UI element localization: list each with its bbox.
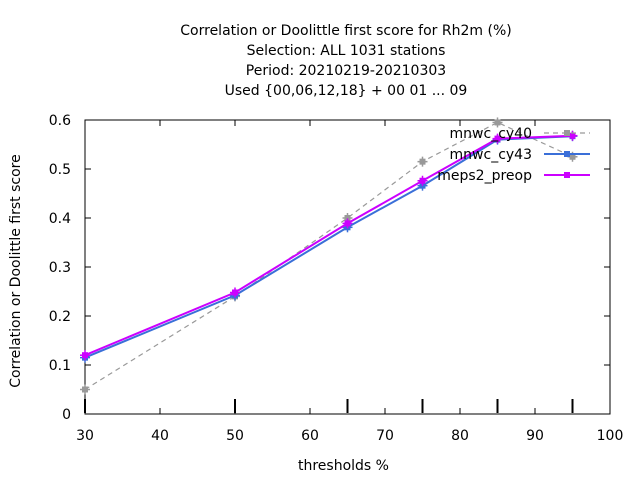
y-tick-label: 0 [62,407,71,423]
x-tick-label: 30 [76,428,94,444]
plot-frame [84,119,611,415]
y-tick-label: 0.6 [49,113,71,129]
legend-label: mnwc_cy43 [450,147,532,163]
x-tick-label: 80 [451,428,469,444]
title-line: Period: 20210219-20210303 [246,63,446,79]
title-line: Selection: ALL 1031 stations [247,43,446,59]
y-tick-label: 0.1 [49,358,71,374]
chart-title: Correlation or Doolittle first score for… [180,23,511,99]
x-tick-label: 60 [301,428,319,444]
x-tick-label: 90 [526,428,544,444]
y-tick-label: 0.2 [49,309,71,325]
legend-label: mnwc_cy40 [450,126,532,142]
x-axis-label: thresholds % [298,458,389,474]
threshold-markers [84,399,574,413]
legend-marker [564,130,570,136]
x-tick-label: 100 [597,428,624,444]
legend-marker [564,172,570,178]
y-axis: 0 0.1 0.2 0.3 0.4 0.5 0.6 [49,113,610,423]
series [80,117,578,395]
series-line-mnwc_cy40 [84,121,573,391]
x-axis: 30 40 50 60 70 80 90 100 [76,120,623,444]
title-line: Used {00,06,12,18} + 00 01 ... 09 [225,83,468,99]
legend: mnwc_cy40 mnwc_cy43 meps2_preop [437,126,590,184]
legend-label: meps2_preop [437,168,532,184]
y-tick-label: 0.4 [49,211,71,227]
y-tick-label: 0.3 [49,260,71,276]
y-axis-label: Correlation or Doolittle first score [8,154,24,387]
plot-area [84,119,611,415]
x-tick-label: 40 [151,428,169,444]
x-tick-label: 70 [376,428,394,444]
legend-marker [564,151,570,157]
x-tick-label: 50 [226,428,244,444]
y-tick-label: 0.5 [49,162,71,178]
series-line-meps2_preop [84,134,573,357]
title-line: Correlation or Doolittle first score for… [180,23,511,39]
